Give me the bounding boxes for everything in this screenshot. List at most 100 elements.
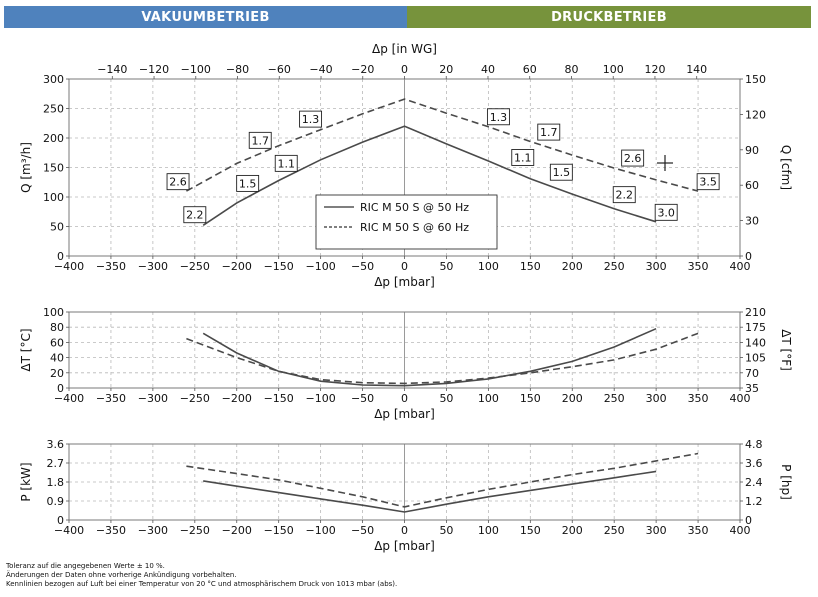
power-y2-tick-label: 4.8 bbox=[745, 438, 763, 451]
flow-x2-tick-label: −60 bbox=[268, 63, 291, 76]
power-x-tick-label: 400 bbox=[730, 524, 751, 537]
flow-x2-tick-label: 60 bbox=[523, 63, 537, 76]
flow-y2-tick-label: 30 bbox=[745, 215, 759, 228]
flow-x2-tick-label: 40 bbox=[481, 63, 495, 76]
power-y-tick-label: 1.8 bbox=[47, 476, 65, 489]
flow-y2-tick-label: 60 bbox=[745, 179, 759, 192]
power-y-axis-label: P [kW] bbox=[19, 462, 33, 501]
flow-annotation-label: 1.5 bbox=[553, 166, 571, 179]
flow-annotation-label: 1.5 bbox=[239, 177, 257, 190]
legend-entry: RIC M 50 S @ 50 Hz bbox=[360, 201, 469, 214]
temperature-series-60hz bbox=[186, 332, 699, 385]
temperature-x-tick-label: 350 bbox=[688, 392, 709, 405]
power-x-tick-label: −200 bbox=[222, 524, 252, 537]
flow-x-tick-label: 200 bbox=[562, 260, 583, 273]
power-x-tick-label: −150 bbox=[264, 524, 294, 537]
power-y-tick-label: 0.9 bbox=[47, 495, 65, 508]
flow-x-tick-label: −200 bbox=[222, 260, 252, 273]
flow-annotation-box bbox=[549, 163, 573, 181]
flow-y-tick-label: 250 bbox=[43, 103, 64, 116]
temperature-x-axis-label: Δp [mbar] bbox=[374, 407, 435, 421]
flow-x2-tick-label: −80 bbox=[226, 63, 249, 76]
temperature-x-tick-label: 0 bbox=[401, 392, 408, 405]
flow-x-tick-label: −150 bbox=[264, 260, 294, 273]
flow-y-tick-label: 50 bbox=[50, 221, 64, 234]
flow-x-tick-label: −350 bbox=[96, 260, 126, 273]
power-x-tick-label: 50 bbox=[439, 524, 453, 537]
flow-annotation-label: 1.7 bbox=[251, 134, 269, 147]
flow-y-tick-label: 0 bbox=[57, 250, 64, 263]
flow-x2-tick-label: −20 bbox=[351, 63, 374, 76]
flow-x-tick-label: −250 bbox=[180, 260, 210, 273]
flow-x-tick-label: 50 bbox=[439, 260, 453, 273]
temperature-y-axis-label: ΔT [°C] bbox=[19, 328, 33, 371]
flow-x-tick-label: 300 bbox=[646, 260, 667, 273]
pressure-operation-header: DRUCKBETRIEB bbox=[407, 6, 811, 28]
power-x-tick-label: 0 bbox=[401, 524, 408, 537]
temperature-x-tick-label: 250 bbox=[604, 392, 625, 405]
flow-x-tick-label: 100 bbox=[478, 260, 499, 273]
temperature-y-tick-label: 80 bbox=[50, 321, 64, 334]
power-x-tick-label: −50 bbox=[351, 524, 374, 537]
flow-x2-tick-label: −40 bbox=[309, 63, 332, 76]
power-y2-axis-label: P [hp] bbox=[779, 464, 793, 500]
power-series-60hz bbox=[186, 452, 699, 508]
flow-y-tick-label: 200 bbox=[43, 132, 64, 145]
flow-annotation-label: 3.0 bbox=[657, 206, 675, 219]
temperature-y-tick-label: 100 bbox=[43, 306, 64, 319]
flow-x-tick-label: 150 bbox=[520, 260, 541, 273]
footnote-changes: Änderungen der Daten ohne vorherige Ankü… bbox=[6, 571, 237, 579]
flow-x-tick-label: −400 bbox=[54, 260, 84, 273]
power-x-tick-label: 350 bbox=[688, 524, 709, 537]
legend-entry: RIC M 50 S @ 60 Hz bbox=[360, 221, 469, 234]
flow-y-tick-label: 300 bbox=[43, 73, 64, 86]
flow-annotation-label: 1.3 bbox=[490, 111, 508, 124]
temperature-x-tick-label: −350 bbox=[96, 392, 126, 405]
flow-y2-tick-label: 0 bbox=[745, 250, 752, 263]
flow-y2-tick-label: 90 bbox=[745, 144, 759, 157]
flow-annotation-box bbox=[696, 173, 720, 191]
flow-annotation-box bbox=[537, 123, 561, 141]
flow-annotation-label: 2.6 bbox=[624, 152, 642, 165]
temperature-y2-tick-label: 140 bbox=[745, 336, 766, 349]
temperature-y2-tick-label: 210 bbox=[745, 306, 766, 319]
flow-x-tick-label: −100 bbox=[306, 260, 336, 273]
temperature-x-tick-label: 150 bbox=[520, 392, 541, 405]
flow-x-tick-label: 350 bbox=[688, 260, 709, 273]
temperature-x-tick-label: −250 bbox=[180, 392, 210, 405]
flow-annotation-label: 2.2 bbox=[186, 209, 204, 222]
power-x-tick-label: 300 bbox=[646, 524, 667, 537]
flow-annotation-box bbox=[183, 206, 207, 224]
footnote-reference: Kennlinien bezogen auf Luft bei einer Te… bbox=[6, 580, 398, 588]
temperature-x-tick-label: −400 bbox=[54, 392, 84, 405]
footnote-tolerance: Toleranz auf die angegebenen Werte ± 10 … bbox=[6, 562, 165, 570]
flow-x-tick-label: 250 bbox=[604, 260, 625, 273]
power-y-tick-label: 2.7 bbox=[47, 457, 65, 470]
flow-x2-tick-label: 100 bbox=[603, 63, 624, 76]
flow-annotation-box bbox=[612, 186, 636, 204]
flow-annotation-box bbox=[511, 149, 535, 166]
temperature-y-tick-label: 60 bbox=[50, 336, 64, 349]
flow-annotation-label: 3.5 bbox=[699, 176, 717, 189]
flow-x2-tick-label: −100 bbox=[181, 63, 211, 76]
flow-x2-tick-label: 120 bbox=[644, 63, 665, 76]
temperature-x-tick-label: 400 bbox=[730, 392, 751, 405]
flow-annotation-box bbox=[236, 174, 260, 192]
power-y2-tick-label: 1.2 bbox=[745, 495, 763, 508]
flow-annotation-box bbox=[486, 108, 510, 126]
flow-x-tick-label: 400 bbox=[730, 260, 751, 273]
temperature-x-tick-label: −150 bbox=[264, 392, 294, 405]
flow-annotation-label: 2.6 bbox=[169, 176, 187, 189]
flow-y2-tick-label: 150 bbox=[745, 73, 766, 86]
flow-series-50hz bbox=[202, 125, 657, 226]
power-x-tick-label: −300 bbox=[138, 524, 168, 537]
temperature-y2-axis-label: ΔT [°F] bbox=[779, 329, 793, 371]
temperature-y2-tick-label: 105 bbox=[745, 352, 766, 365]
temperature-x-tick-label: −100 bbox=[306, 392, 336, 405]
power-x-tick-label: −350 bbox=[96, 524, 126, 537]
flow-y2-tick-label: 120 bbox=[745, 108, 766, 121]
power-x-tick-label: 100 bbox=[478, 524, 499, 537]
temperature-x-tick-label: 100 bbox=[478, 392, 499, 405]
